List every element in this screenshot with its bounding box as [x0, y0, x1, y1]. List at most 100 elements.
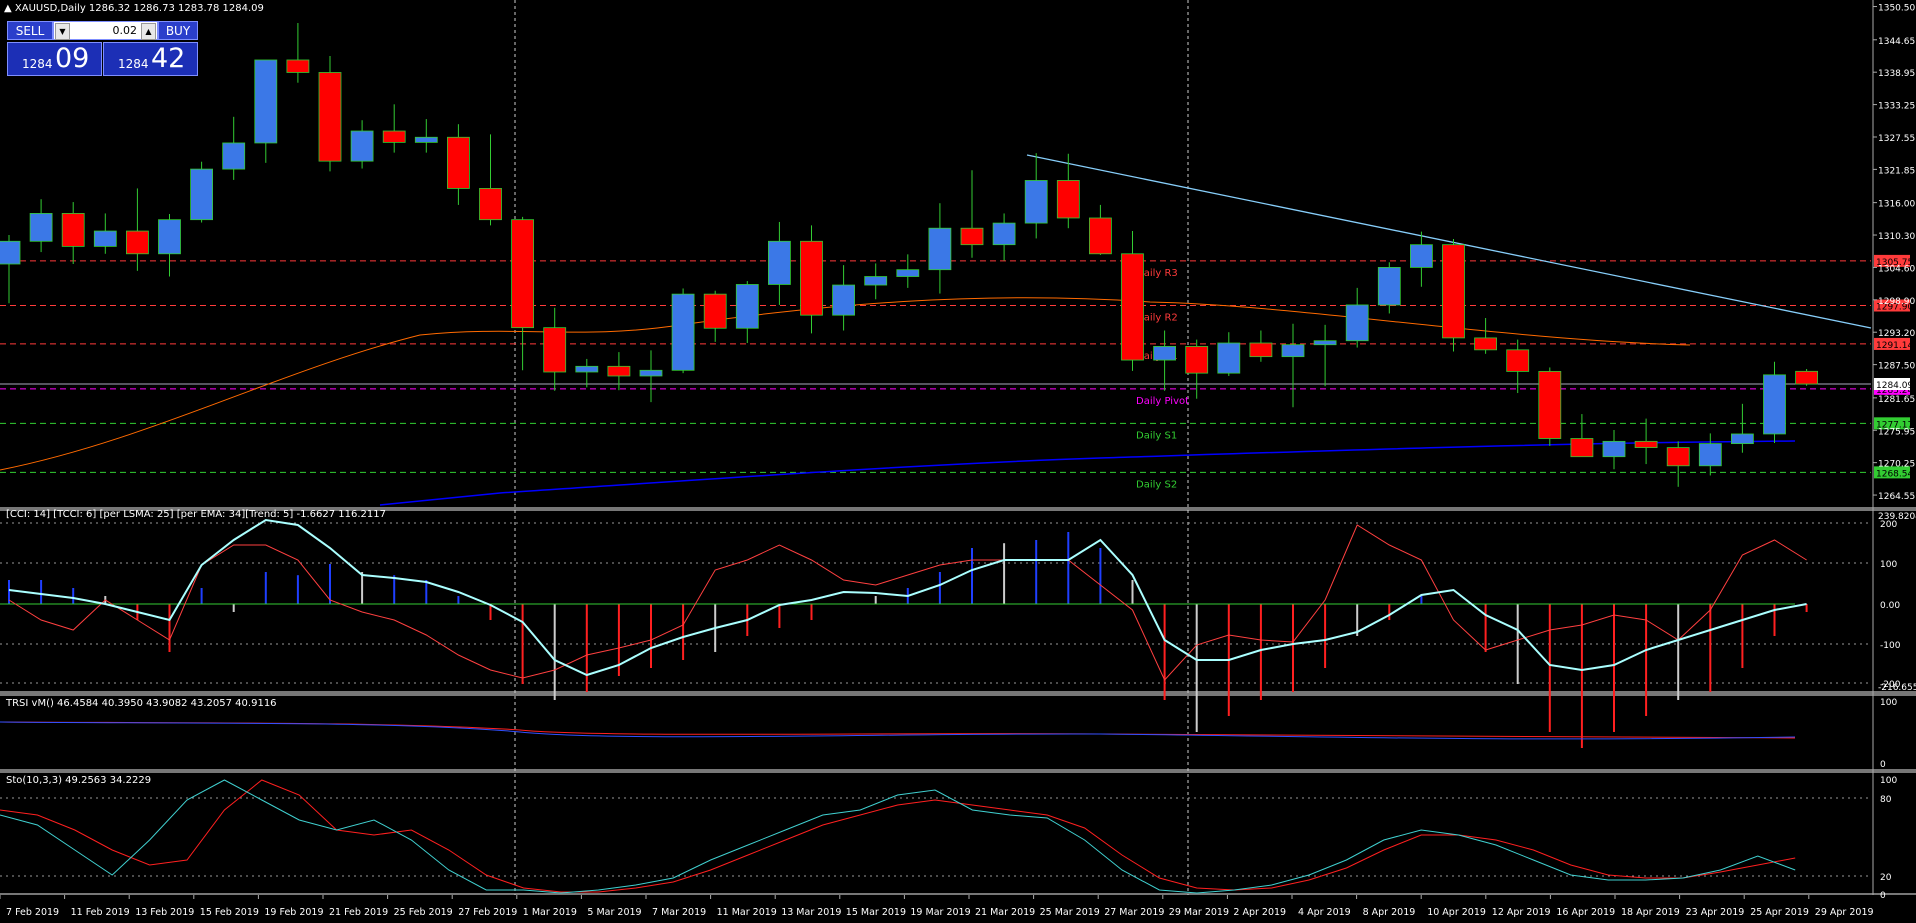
buy-price-box[interactable]: 1284 42 [103, 42, 198, 76]
candle-body [928, 227, 952, 271]
date-label: 2 Apr 2019 [1233, 907, 1286, 918]
pivot-price-tag-text: 1268.54 [1876, 469, 1913, 479]
candle [446, 124, 470, 205]
pane-separator [0, 769, 1916, 773]
date-label: 19 Feb 2019 [264, 907, 323, 918]
candle [222, 116, 246, 180]
candle [1506, 339, 1530, 394]
pivot-price-tag-text: 1297.90 [1876, 303, 1913, 313]
candle [1570, 414, 1594, 458]
candle-body [350, 130, 374, 162]
indicator-axis-label: 80 [1880, 795, 1892, 805]
candle-body [1217, 342, 1241, 374]
date-label: 21 Feb 2019 [329, 907, 388, 918]
candle-body [158, 219, 181, 255]
candle [286, 23, 310, 83]
date-label: 12 Apr 2019 [1492, 907, 1551, 918]
candle [1698, 433, 1722, 476]
indicator-axis-label: 100 [1880, 776, 1897, 786]
candle-body [543, 327, 567, 373]
trsi-main-line [0, 721, 1796, 740]
candle [190, 161, 214, 223]
candle-body [1570, 438, 1594, 458]
indicator-axis-label: 100 [1880, 698, 1897, 708]
candle-body [639, 369, 663, 377]
candle [350, 120, 374, 169]
increase-lot-icon[interactable]: ▲ [141, 23, 156, 40]
cci-label: [CCI: 14] [TCCI: 6] [per LSMA: 25] [per … [6, 509, 386, 520]
sell-price-big: 09 [55, 43, 90, 74]
lot-value[interactable]: 0.02 [112, 24, 138, 37]
indicator-axis-label: 20 [1880, 873, 1892, 883]
date-label: 4 Apr 2019 [1298, 907, 1351, 918]
candle-body [671, 293, 695, 371]
date-label: 13 Feb 2019 [135, 907, 194, 918]
candle-body [446, 136, 470, 189]
indicator-axis-label: 0.00 [1880, 601, 1900, 611]
candle [896, 254, 920, 288]
candle-body [768, 240, 791, 285]
candle-body [93, 230, 117, 247]
candle-body [382, 130, 406, 143]
date-label: 15 Feb 2019 [200, 907, 259, 918]
price-tick-label: 1338.95 [1878, 69, 1915, 79]
date-label: 10 Apr 2019 [1427, 907, 1486, 918]
candle-body [511, 219, 535, 329]
candle-body [800, 240, 823, 316]
candle-body [896, 269, 920, 277]
pivot-price-tag [1874, 417, 1910, 430]
date-label: 29 Mar 2019 [1169, 907, 1229, 918]
lot-size-field[interactable]: ▼ 0.02 ▲ [53, 21, 158, 40]
price-tick-label: 1344.65 [1878, 37, 1915, 47]
date-label: 25 Mar 2019 [1040, 907, 1100, 918]
cci-min-label: -216.6553 [1878, 683, 1916, 693]
candle [832, 265, 855, 331]
candle [61, 202, 85, 265]
candle [126, 188, 149, 271]
candle-body [222, 142, 246, 170]
sell-price-box[interactable]: 1284 09 [7, 42, 102, 76]
candle-body [286, 59, 310, 73]
collapse-triangle-icon[interactable]: ▲ [4, 3, 12, 14]
sell-button[interactable]: SELL [7, 21, 53, 40]
candle-body [29, 213, 53, 242]
candle-body [61, 213, 85, 247]
date-label: 5 Mar 2019 [587, 907, 641, 918]
candle [1666, 441, 1690, 487]
buy-price-big: 42 [151, 43, 186, 74]
candle-body [1506, 349, 1530, 372]
price-tick-label: 1275.95 [1878, 427, 1915, 437]
pivot-label: Daily S2 [1136, 479, 1177, 490]
candle-body [1698, 443, 1722, 467]
decrease-lot-icon[interactable]: ▼ [55, 23, 70, 40]
price-tick-label: 1316.00 [1878, 200, 1915, 210]
pivot-price-tag [1874, 254, 1910, 267]
candle-body [190, 168, 214, 221]
candle [382, 104, 406, 153]
candle [1538, 367, 1562, 446]
candle-body [1795, 370, 1818, 385]
candle-body [703, 293, 727, 329]
candle-body [1410, 244, 1433, 268]
candle-body [832, 284, 855, 316]
date-label: 27 Mar 2019 [1104, 907, 1164, 918]
buy-price-small: 1284 [118, 57, 149, 71]
candle-body [1313, 340, 1337, 346]
candle [703, 290, 727, 342]
candle [511, 216, 535, 371]
candle-body [1249, 342, 1273, 358]
candle [1345, 287, 1369, 348]
trsi-label: TRSI vM() 46.4584 40.3950 43.9082 43.205… [6, 698, 277, 709]
candle-body [1089, 217, 1112, 255]
candle [414, 119, 438, 153]
trend-line [1026, 154, 1872, 329]
buy-button[interactable]: BUY [158, 21, 198, 40]
candle-body [1345, 304, 1369, 342]
candle-body [1056, 180, 1080, 219]
candle [29, 199, 53, 253]
pivot-label: Daily S1 [1136, 430, 1177, 441]
candle-body [1442, 244, 1465, 339]
candle [1313, 324, 1337, 387]
pivot-price-tag [1874, 337, 1910, 350]
